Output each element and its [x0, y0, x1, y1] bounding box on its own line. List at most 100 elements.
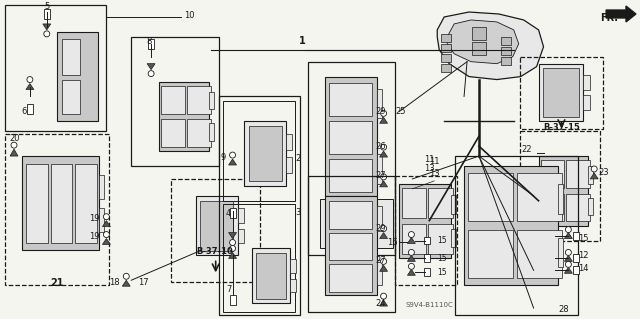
Bar: [196, 196, 237, 256]
Polygon shape: [228, 159, 237, 165]
Circle shape: [124, 273, 129, 279]
Bar: [588, 167, 593, 184]
Bar: [541, 194, 564, 221]
Circle shape: [230, 152, 236, 158]
Bar: [237, 229, 244, 243]
Text: 11: 11: [424, 155, 435, 164]
Circle shape: [408, 263, 414, 269]
Bar: [223, 101, 295, 201]
Text: 15: 15: [437, 268, 447, 277]
Bar: [99, 175, 104, 198]
Text: 19: 19: [90, 214, 100, 223]
Text: 20: 20: [9, 134, 20, 143]
Bar: [256, 253, 287, 299]
Text: 24: 24: [375, 299, 385, 308]
Bar: [451, 229, 456, 247]
Polygon shape: [228, 252, 237, 258]
Bar: [244, 121, 286, 186]
Bar: [517, 173, 562, 221]
Polygon shape: [590, 173, 598, 179]
Polygon shape: [43, 24, 51, 30]
Bar: [573, 266, 579, 274]
Bar: [468, 173, 513, 221]
Text: 3: 3: [295, 208, 301, 217]
Bar: [428, 188, 453, 218]
Circle shape: [104, 232, 109, 238]
Bar: [286, 134, 292, 150]
Bar: [5, 5, 106, 131]
Polygon shape: [380, 151, 388, 157]
Text: 11: 11: [429, 157, 440, 166]
Polygon shape: [564, 256, 572, 261]
Polygon shape: [408, 269, 415, 275]
Circle shape: [565, 249, 572, 256]
Polygon shape: [447, 20, 518, 64]
Text: 29: 29: [375, 107, 385, 116]
Polygon shape: [564, 233, 572, 239]
Text: 5: 5: [44, 2, 49, 11]
Text: 18: 18: [109, 278, 119, 287]
Text: 2: 2: [295, 153, 300, 163]
Polygon shape: [380, 300, 388, 306]
Bar: [424, 237, 430, 244]
Bar: [290, 259, 296, 273]
Polygon shape: [408, 256, 415, 261]
Text: B-37-15: B-37-15: [543, 123, 580, 132]
Bar: [539, 64, 583, 121]
Bar: [209, 92, 214, 109]
Circle shape: [381, 144, 387, 150]
Polygon shape: [10, 149, 18, 156]
Bar: [187, 119, 211, 147]
Bar: [441, 54, 451, 62]
Text: 14: 14: [579, 264, 589, 273]
Bar: [200, 201, 234, 251]
Bar: [209, 123, 214, 141]
Bar: [358, 199, 392, 249]
Circle shape: [381, 174, 387, 180]
Bar: [441, 64, 451, 72]
Bar: [424, 268, 430, 276]
Bar: [159, 82, 209, 151]
Bar: [520, 57, 603, 129]
Circle shape: [565, 261, 572, 267]
Circle shape: [27, 77, 33, 83]
Bar: [219, 96, 300, 315]
Bar: [517, 230, 562, 278]
Bar: [428, 224, 453, 254]
Bar: [320, 199, 355, 249]
Circle shape: [230, 240, 236, 246]
Bar: [329, 159, 372, 192]
Text: 9: 9: [220, 152, 226, 161]
Polygon shape: [102, 239, 110, 244]
Bar: [588, 198, 593, 215]
Bar: [61, 80, 79, 114]
Bar: [44, 9, 50, 19]
Text: 22: 22: [522, 145, 532, 154]
Bar: [290, 278, 296, 292]
Polygon shape: [26, 84, 34, 90]
Bar: [171, 179, 260, 282]
Polygon shape: [380, 233, 388, 239]
Bar: [520, 131, 600, 241]
Text: 15: 15: [579, 234, 589, 243]
Bar: [161, 119, 185, 147]
Bar: [329, 264, 372, 292]
Circle shape: [381, 293, 387, 299]
Polygon shape: [228, 233, 237, 239]
Bar: [131, 37, 219, 166]
Text: 13: 13: [429, 169, 440, 178]
Bar: [424, 255, 430, 262]
Bar: [376, 154, 381, 184]
Bar: [325, 196, 376, 295]
Text: 17: 17: [138, 278, 149, 287]
Bar: [223, 204, 295, 312]
Bar: [455, 156, 579, 315]
Text: 26: 26: [375, 142, 385, 151]
Bar: [148, 39, 154, 49]
Text: 28: 28: [558, 305, 569, 314]
Bar: [76, 164, 97, 243]
Text: 6: 6: [21, 107, 27, 116]
Circle shape: [44, 31, 50, 37]
Bar: [376, 260, 381, 285]
Bar: [187, 86, 211, 114]
